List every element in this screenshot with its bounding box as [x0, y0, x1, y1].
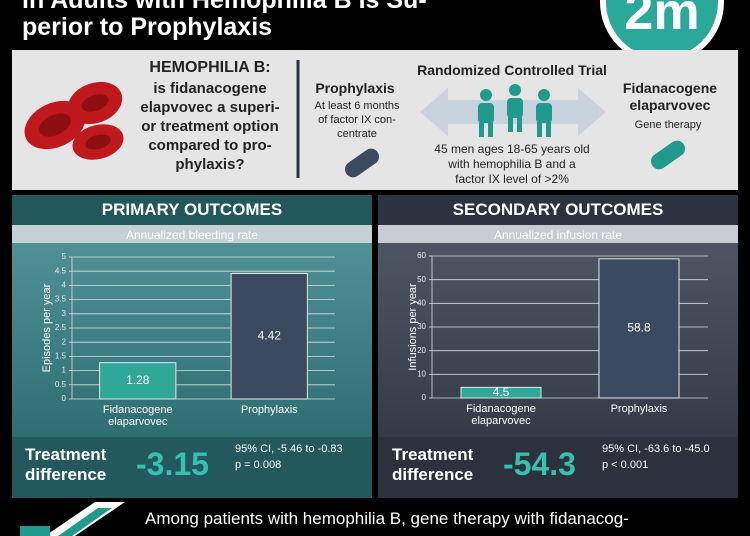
y-tick-label: 5: [62, 252, 67, 261]
y-tick-label: 4: [62, 281, 67, 290]
question-line: compared to pro-: [148, 137, 272, 154]
panel-header: [378, 195, 738, 225]
y-tick-label: 4.5: [55, 266, 67, 275]
panel-subtitle: Annualized bleeding rate: [125, 228, 259, 242]
y-tick-label: 40: [417, 298, 426, 307]
difference-ci: 95% CI, -5.46 to -0.83: [235, 443, 343, 455]
bar: [230, 272, 308, 400]
x-tick-label: Fidanacogene elaparvovec: [102, 404, 173, 428]
intervention-name: Fidanacogene: [622, 80, 718, 96]
y-tick-label: 1: [62, 366, 67, 375]
trial-title: Randomized Controlled Trial: [417, 62, 607, 78]
question-line: elapvovec a superi-: [140, 99, 280, 116]
panel-strip: [12, 225, 372, 243]
value-label: 4.5: [493, 385, 510, 399]
footer-text: Among patients with hemophilia B, gene t…: [145, 509, 629, 528]
difference-panel: [378, 437, 738, 498]
trial-line: factor IX level of >2%: [455, 172, 569, 186]
comparator-line: of factor IX con-: [318, 114, 396, 126]
bar: [99, 362, 177, 400]
difference-value: -3.15: [136, 446, 209, 482]
difference-label: Treatment difference: [392, 445, 474, 484]
difference-p: p = 0.008: [235, 459, 282, 471]
bar: [598, 258, 680, 399]
y-tick-label: 30: [417, 322, 426, 331]
bar: [460, 386, 542, 399]
footer-icon: [20, 502, 125, 536]
panel-strip: [378, 225, 738, 243]
title-line: in Adults with Hemophilia B Is Su-: [22, 0, 427, 14]
people: [478, 84, 552, 137]
question-line: is fidanacogene: [153, 80, 267, 97]
pill: [344, 148, 380, 178]
comparator-line: At least 6 months: [314, 100, 400, 112]
y-tick-label: 0.5: [55, 380, 67, 389]
pill: [650, 140, 686, 170]
logo-text: 2m: [624, 0, 700, 41]
intervention-description: Gene therapy: [634, 119, 702, 131]
y-tick-label: 20: [417, 346, 426, 355]
y-tick-label: 1.5: [55, 352, 67, 361]
difference-value: -54.3: [503, 446, 576, 482]
x-tick-label: Prophylaxis: [240, 404, 298, 416]
y-tick-label: 3.5: [55, 295, 67, 304]
value-label: 58.8: [627, 321, 651, 335]
panel-title: PRIMARY OUTCOMES: [101, 200, 283, 219]
question-line: phylaxis?: [175, 156, 245, 173]
y-tick-label: 3: [62, 309, 67, 318]
difference-panel: [12, 437, 372, 498]
value-label: 1.28: [126, 373, 150, 387]
y-axis-label: Episodes per year: [41, 283, 53, 372]
panel-header: [12, 195, 372, 225]
difference-p: p < 0.001: [602, 459, 649, 471]
trial-line: with hemophilia B and a: [448, 157, 576, 171]
x-tick-label: Fidanacogene elaparvovec: [466, 403, 536, 427]
y-tick-label: 10: [417, 369, 426, 378]
comparator-name: Prophylaxis: [315, 80, 395, 96]
y-tick-label: 0: [62, 394, 67, 403]
comparator-line: centrate: [337, 128, 377, 140]
y-tick-label: 2.5: [55, 323, 67, 332]
x-tick-label: Prophylaxis: [610, 403, 668, 415]
question-line: or treatment option: [141, 118, 279, 135]
question-heading: HEMOPHILIA B:: [149, 59, 271, 76]
title-line: perior to Prophylaxis: [22, 13, 273, 41]
y-tick-label: 0: [422, 393, 427, 402]
intervention-name: elaparvovec: [629, 97, 711, 113]
difference-label: Treatment difference: [25, 445, 107, 484]
y-tick-label: 50: [417, 275, 426, 284]
difference-ci: 95% CI, -63.6 to -45.0: [602, 443, 710, 455]
panel-title: SECONDARY OUTCOMES: [452, 200, 664, 219]
study-panel: [12, 50, 738, 190]
study-icons: [24, 60, 686, 178]
y-tick-label: 2: [62, 337, 67, 346]
trial-line: 45 men ages 18-65 years old: [434, 142, 590, 156]
panel-subtitle: Annualized infusion rate: [493, 228, 623, 242]
y-axis-label: Infusions per year: [407, 283, 419, 371]
value-label: 4.42: [258, 328, 282, 342]
y-tick-label: 60: [417, 251, 426, 260]
